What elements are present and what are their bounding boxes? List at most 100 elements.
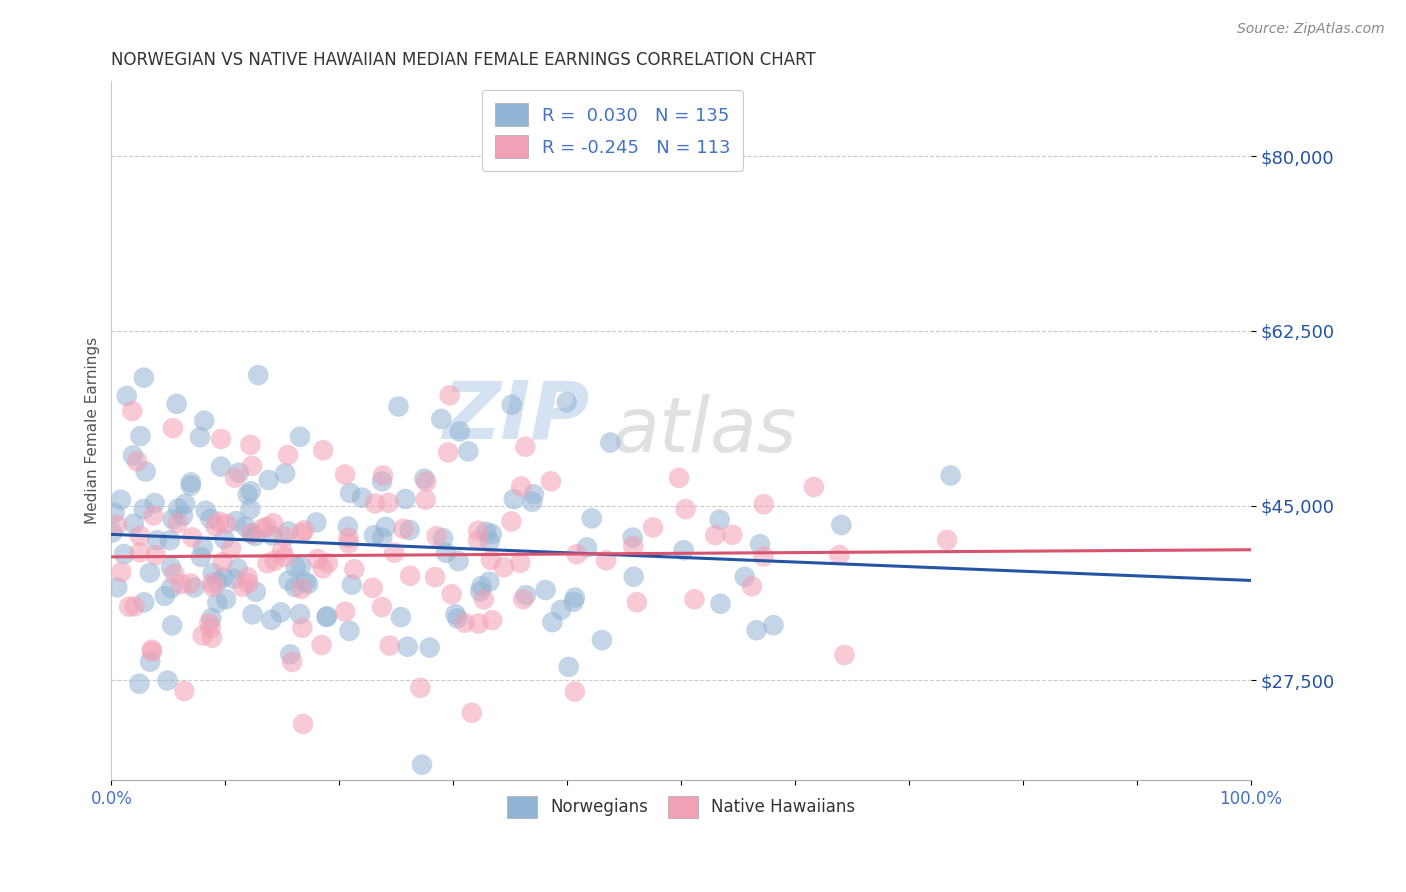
Point [721,527,744,541]
Point [209,432,232,446]
Point [288,607,311,621]
Point [409,681,432,695]
Point [105,518,128,533]
Point [222,572,245,586]
Point [371,468,394,483]
Point [828,548,851,562]
Point [166,397,188,411]
Point [235,519,257,533]
Point [555,395,578,409]
Point [437,445,460,459]
Text: ZIP: ZIP [443,378,591,456]
Point [337,536,360,550]
Point [201,580,224,594]
Point [180,475,202,490]
Point [274,467,297,481]
Point [432,531,454,545]
Point [240,526,263,541]
Point [415,492,437,507]
Point [461,706,484,720]
Point [343,562,366,576]
Point [208,515,231,529]
Point [204,519,226,533]
Point [683,592,706,607]
Point [245,529,267,543]
Point [173,684,195,698]
Point [339,624,361,638]
Point [336,519,359,533]
Point [371,600,394,615]
Point [256,520,278,534]
Point [239,484,262,499]
Point [212,570,235,584]
Point [297,577,319,591]
Point [387,400,409,414]
Point [352,491,374,505]
Point [135,465,157,479]
Point [127,454,149,468]
Point [110,565,132,579]
Point [181,530,204,544]
Point [803,480,825,494]
Point [172,508,194,523]
Point [541,615,564,629]
Point [239,502,262,516]
Point [479,553,502,567]
Point [595,553,617,567]
Point [374,520,396,534]
Point [219,541,242,556]
Point [591,633,613,648]
Point [162,421,184,435]
Point [392,522,415,536]
Point [478,574,501,589]
Point [423,570,446,584]
Legend: Norwegians, Native Hawaiians: Norwegians, Native Hawaiians [501,789,862,824]
Point [238,576,260,591]
Point [163,566,186,581]
Point [641,520,664,534]
Point [704,528,727,542]
Point [245,584,267,599]
Point [440,587,463,601]
Point [564,591,586,605]
Point [316,609,339,624]
Point [734,570,756,584]
Point [288,430,311,444]
Point [565,547,588,561]
Point [277,524,299,539]
Point [103,506,125,520]
Point [225,514,247,528]
Point [467,616,489,631]
Point [240,526,263,541]
Point [564,684,586,698]
Point [492,560,515,574]
Point [581,511,603,525]
Point [153,589,176,603]
Point [200,611,222,625]
Point [834,648,856,662]
Point [247,368,270,383]
Point [156,673,179,688]
Point [339,486,361,500]
Point [470,584,492,599]
Point [446,611,468,625]
Point [180,576,202,591]
Point [509,556,531,570]
Point [200,621,222,635]
Point [430,412,453,426]
Point [830,518,852,533]
Point [510,479,533,493]
Point [240,458,263,473]
Point [141,644,163,658]
Point [134,595,156,609]
Point [242,607,264,622]
Point [481,613,503,627]
Point [675,502,697,516]
Point [399,569,422,583]
Point [668,471,690,485]
Point [316,556,339,570]
Point [280,648,302,662]
Point [231,580,253,594]
Point [501,398,523,412]
Point [558,660,581,674]
